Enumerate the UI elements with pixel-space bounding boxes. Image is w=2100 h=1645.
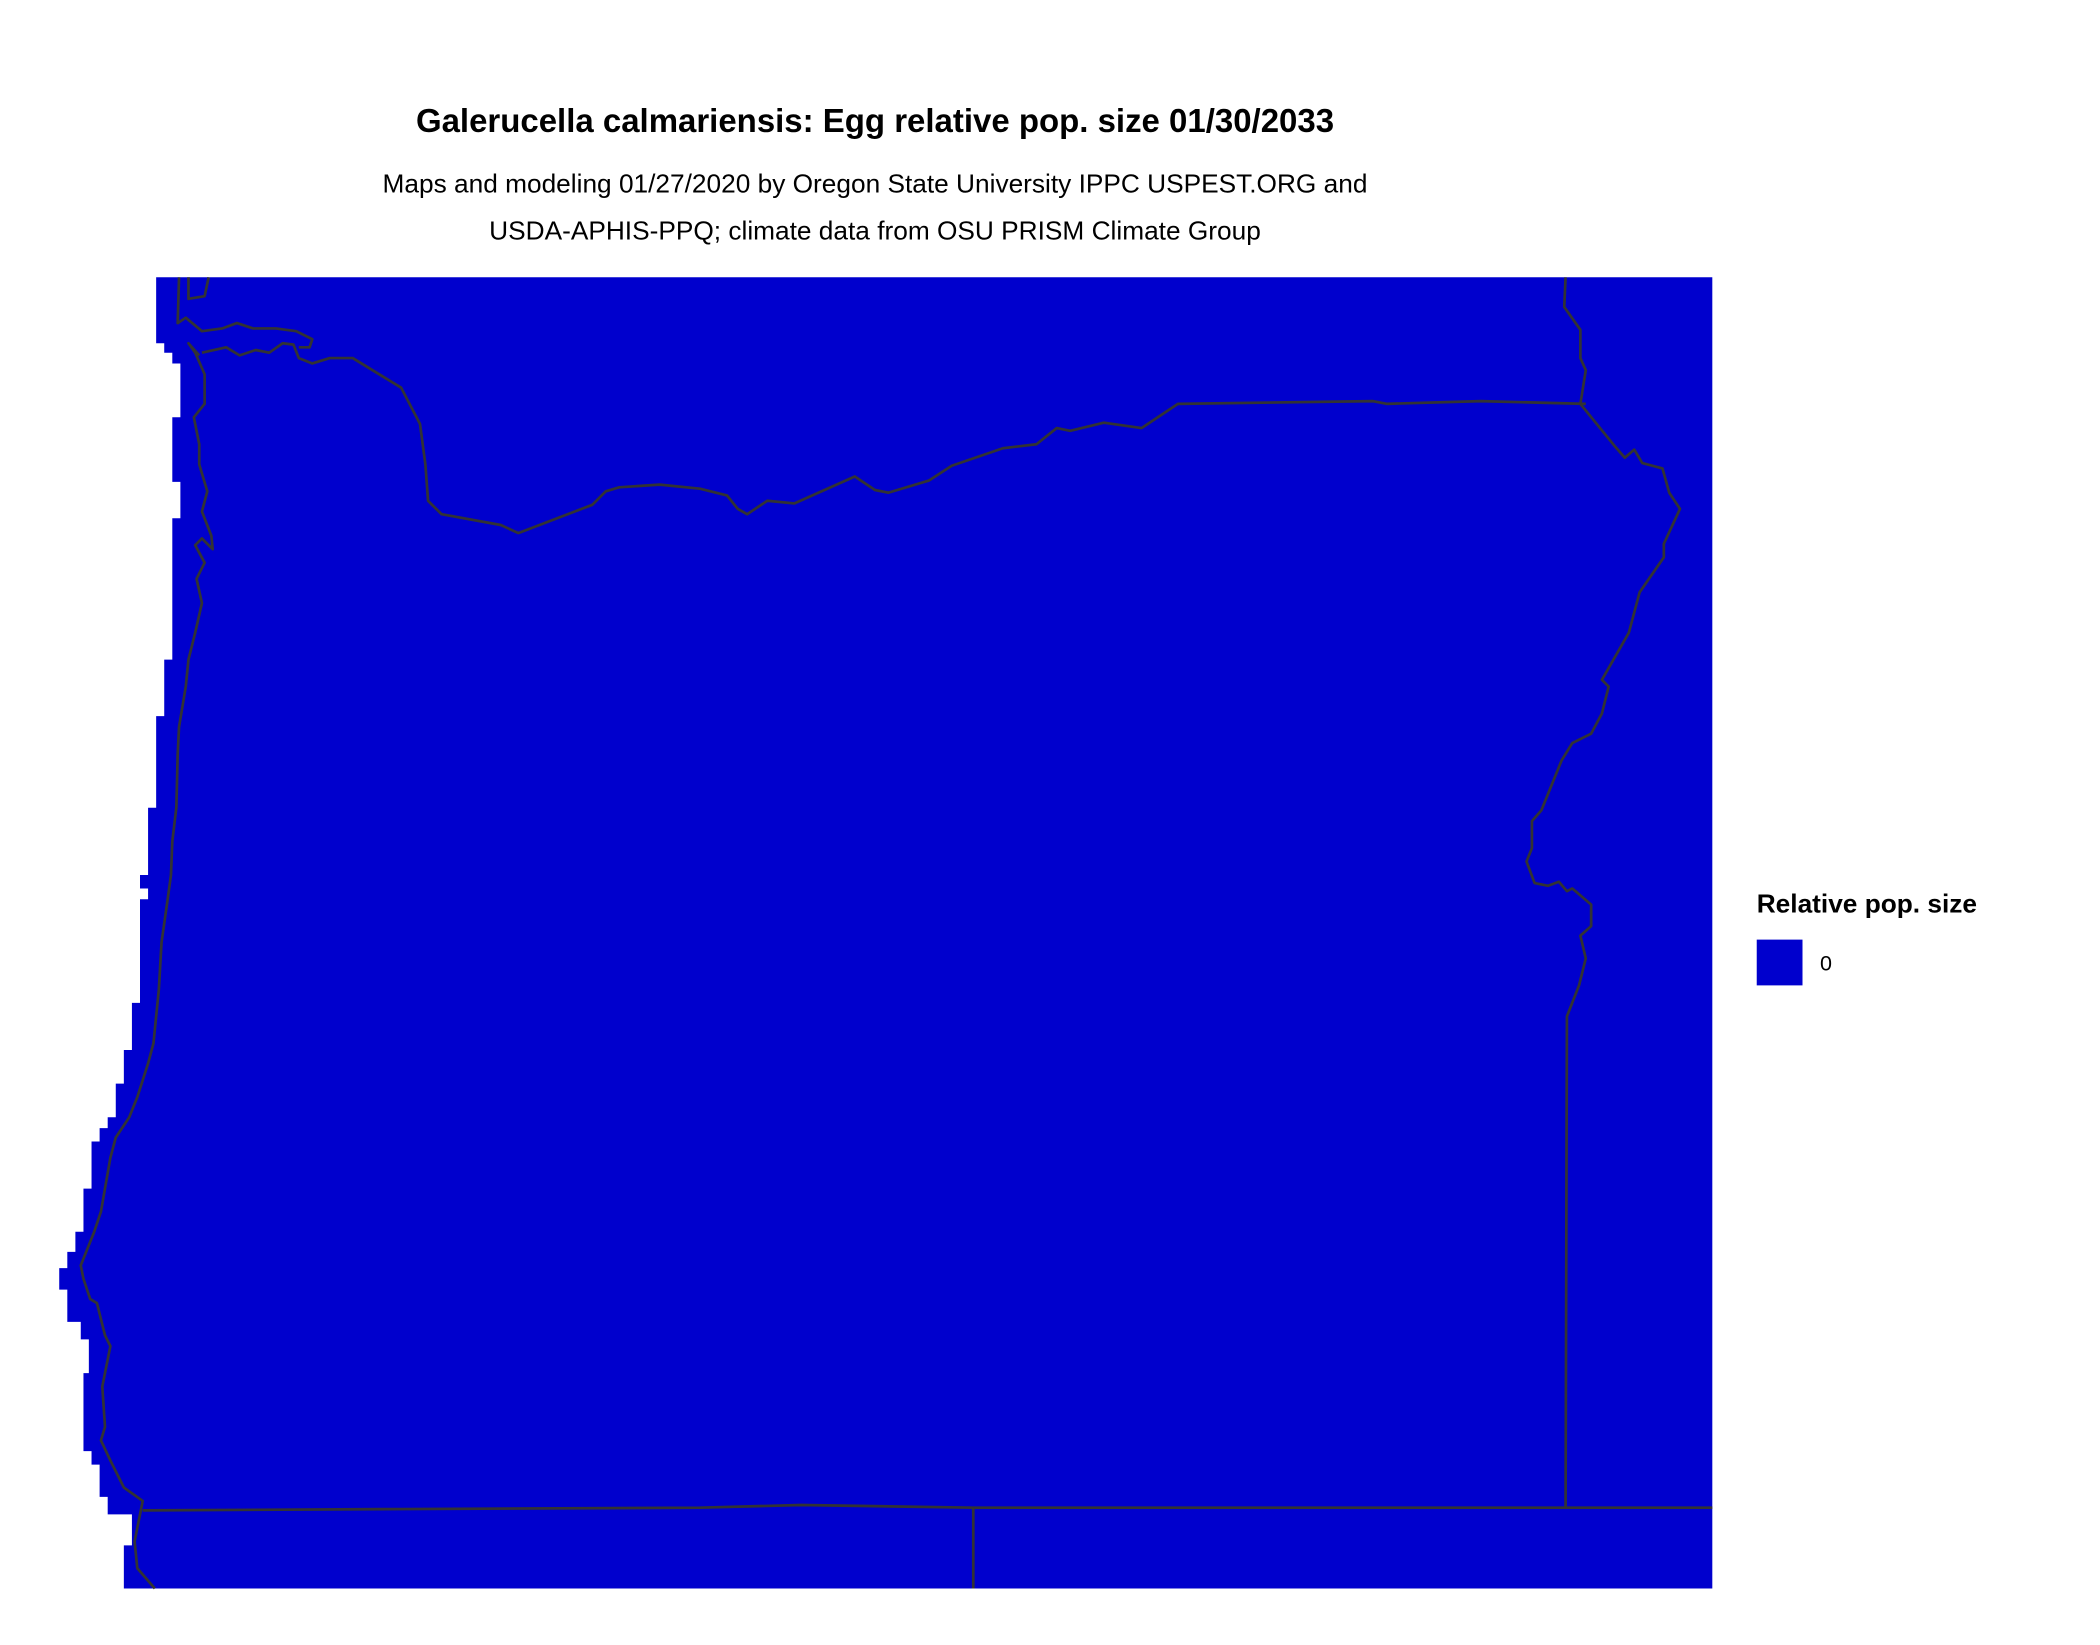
map-title: Galerucella calmariensis: Egg relative p… bbox=[416, 102, 1334, 139]
legend-swatch-0 bbox=[1756, 939, 1803, 986]
map-subtitle-line1: Maps and modeling 01/27/2020 by Oregon S… bbox=[383, 169, 1368, 199]
map-panel bbox=[59, 277, 1713, 1590]
legend-label-0: 0 bbox=[1820, 952, 1832, 976]
southern-border bbox=[142, 1503, 1713, 1512]
idaho-border bbox=[1525, 277, 1682, 1508]
legend-title: Relative pop. size bbox=[1757, 889, 1977, 919]
columbia-river-border bbox=[201, 341, 1586, 535]
legend: Relative pop. size 0 bbox=[1756, 889, 1977, 986]
map-subtitle-line2: USDA-APHIS-PPQ; climate data from OSU PR… bbox=[489, 216, 1261, 246]
puget-coastline bbox=[176, 277, 314, 349]
population-raster bbox=[59, 277, 1713, 1589]
island-outline bbox=[187, 277, 210, 301]
coastline bbox=[79, 341, 215, 1590]
